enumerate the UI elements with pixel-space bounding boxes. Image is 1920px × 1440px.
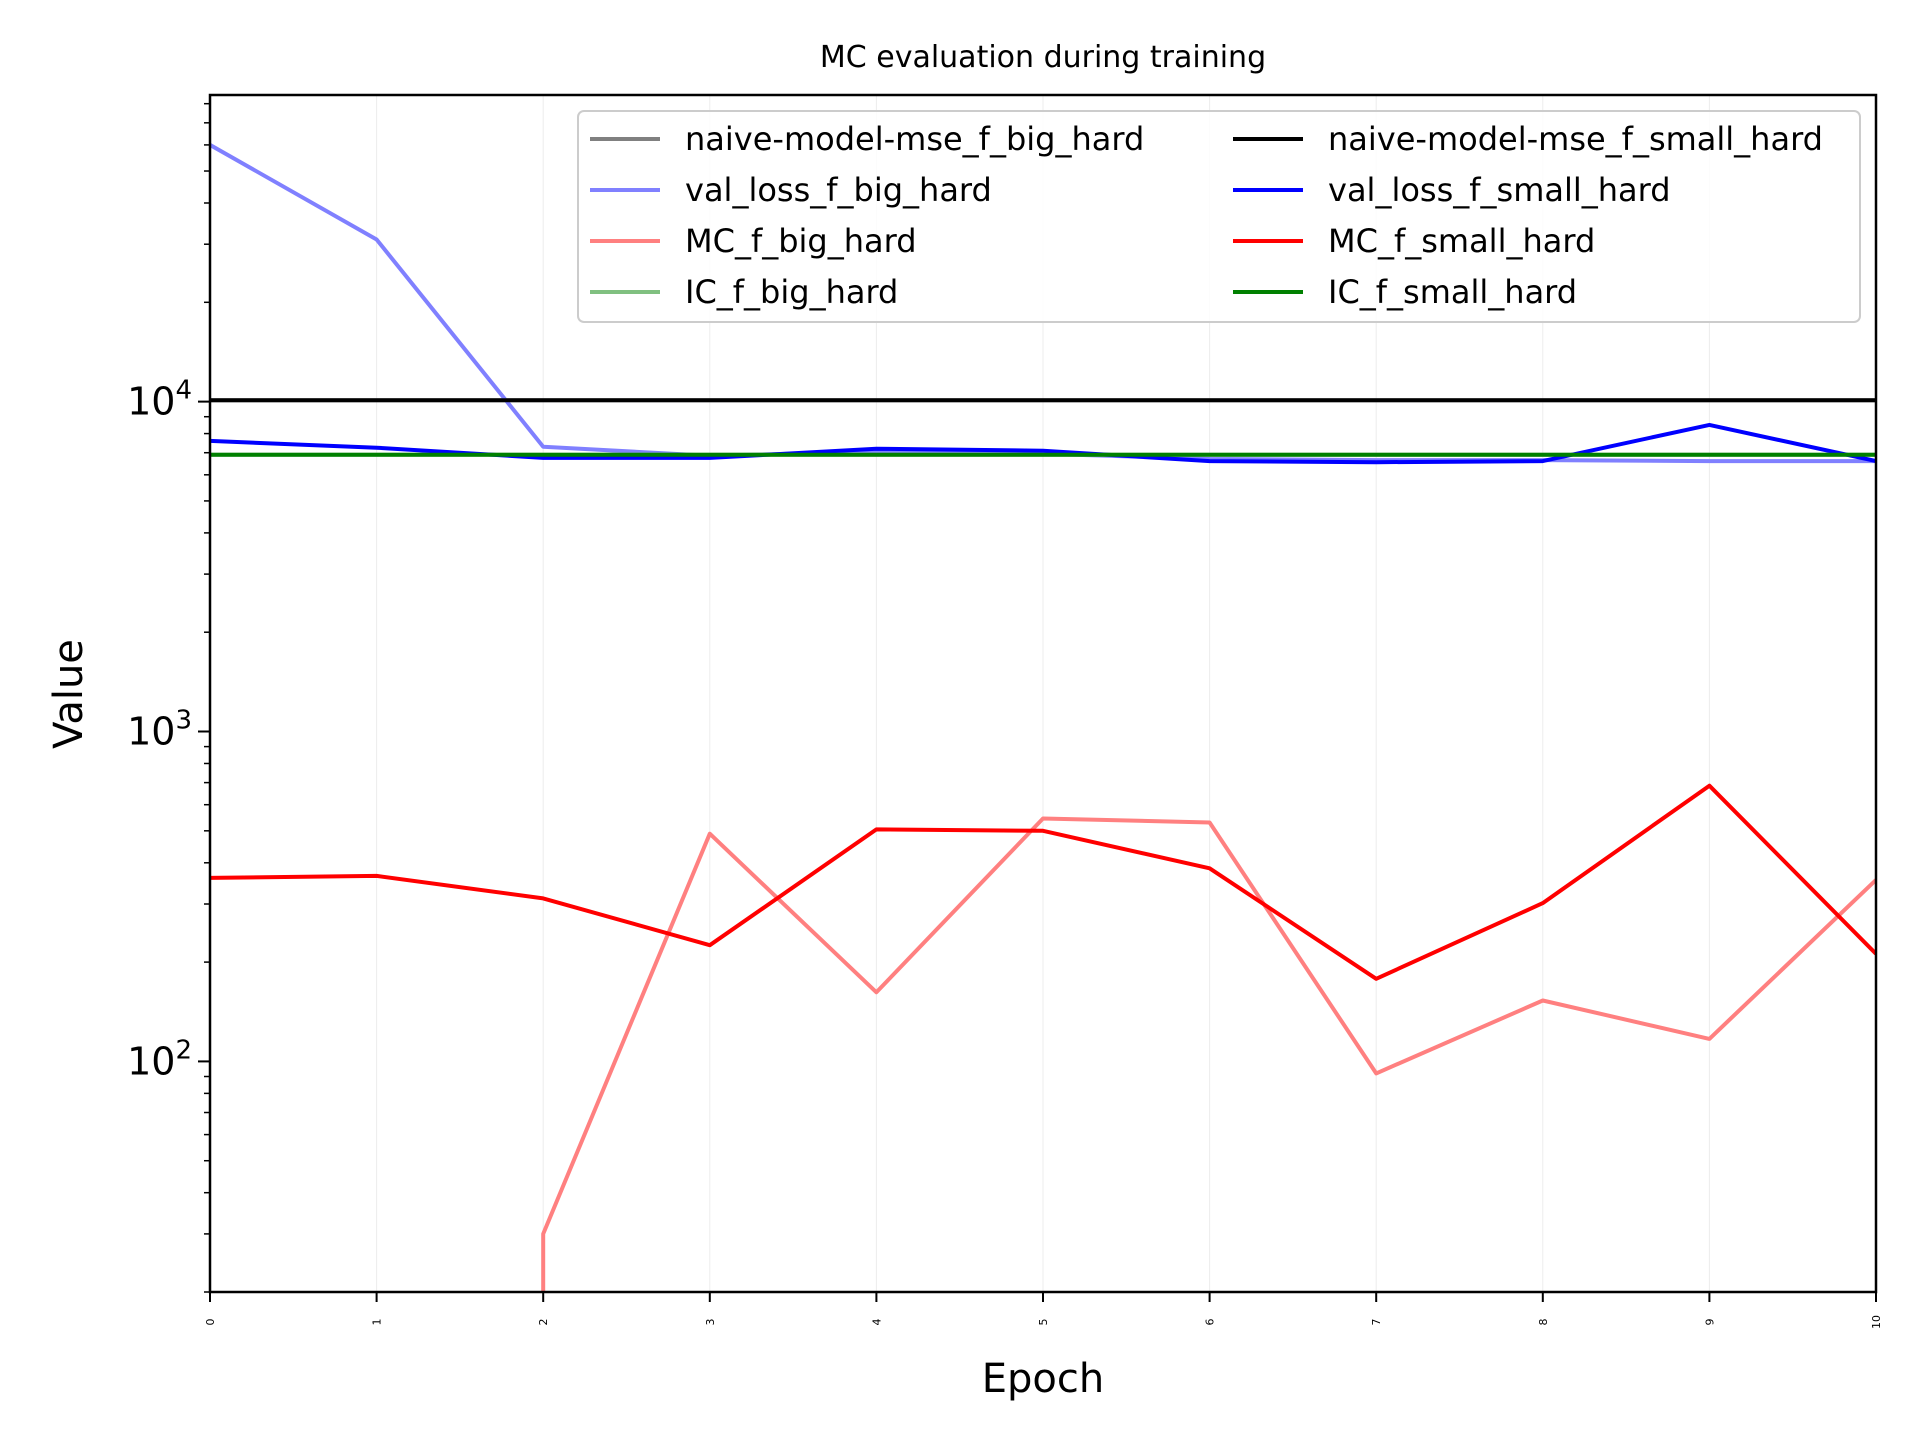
x-tick-label: 0 xyxy=(204,1319,217,1326)
y-tick-label: 104 xyxy=(127,376,192,424)
series-line-mc-f-big-hard xyxy=(541,816,1876,1292)
legend-label: val_loss_f_big_hard xyxy=(685,171,992,209)
x-tick-label: 5 xyxy=(1037,1319,1050,1326)
legend-label: val_loss_f_small_hard xyxy=(1328,171,1671,209)
x-tick-label: 3 xyxy=(704,1319,717,1326)
y-axis-label: Value xyxy=(46,639,92,749)
x-axis-label: Epoch xyxy=(982,1356,1104,1402)
legend-label: IC_f_big_hard xyxy=(685,273,898,311)
x-tick-label: 6 xyxy=(1204,1319,1217,1326)
legend-box xyxy=(577,110,1861,323)
legend-label: MC_f_small_hard xyxy=(1328,222,1595,260)
plot-lines xyxy=(210,143,1876,1292)
legend-label: naive-model-mse_f_big_hard xyxy=(685,120,1144,158)
x-tick-label: 7 xyxy=(1370,1319,1383,1326)
legend: naive-model-mse_f_big_hard val_loss_f_big… xyxy=(577,110,1861,323)
chart-title: MC evaluation during training xyxy=(820,40,1266,75)
legend-label: MC_f_big_hard xyxy=(685,222,917,260)
x-tick-label: 8 xyxy=(1537,1319,1550,1326)
series-line-mc-f-small-hard xyxy=(210,783,1876,981)
x-tick-label: 4 xyxy=(870,1319,883,1326)
x-tick-label: 10 xyxy=(1870,1315,1883,1329)
legend-label: naive-model-mse_f_small_hard xyxy=(1328,120,1823,158)
x-tick-label: 9 xyxy=(1703,1319,1716,1326)
x-tick-label: 1 xyxy=(371,1319,384,1326)
y-tick-label: 102 xyxy=(127,1035,192,1083)
axis-ticks: 0 1 2 3 4 5 6 7 8 9 10 102 103 104 xyxy=(127,102,1883,1329)
y-tick-label: 103 xyxy=(127,706,192,754)
legend-label: IC_f_small_hard xyxy=(1328,273,1577,311)
x-tick-label: 2 xyxy=(537,1319,550,1326)
